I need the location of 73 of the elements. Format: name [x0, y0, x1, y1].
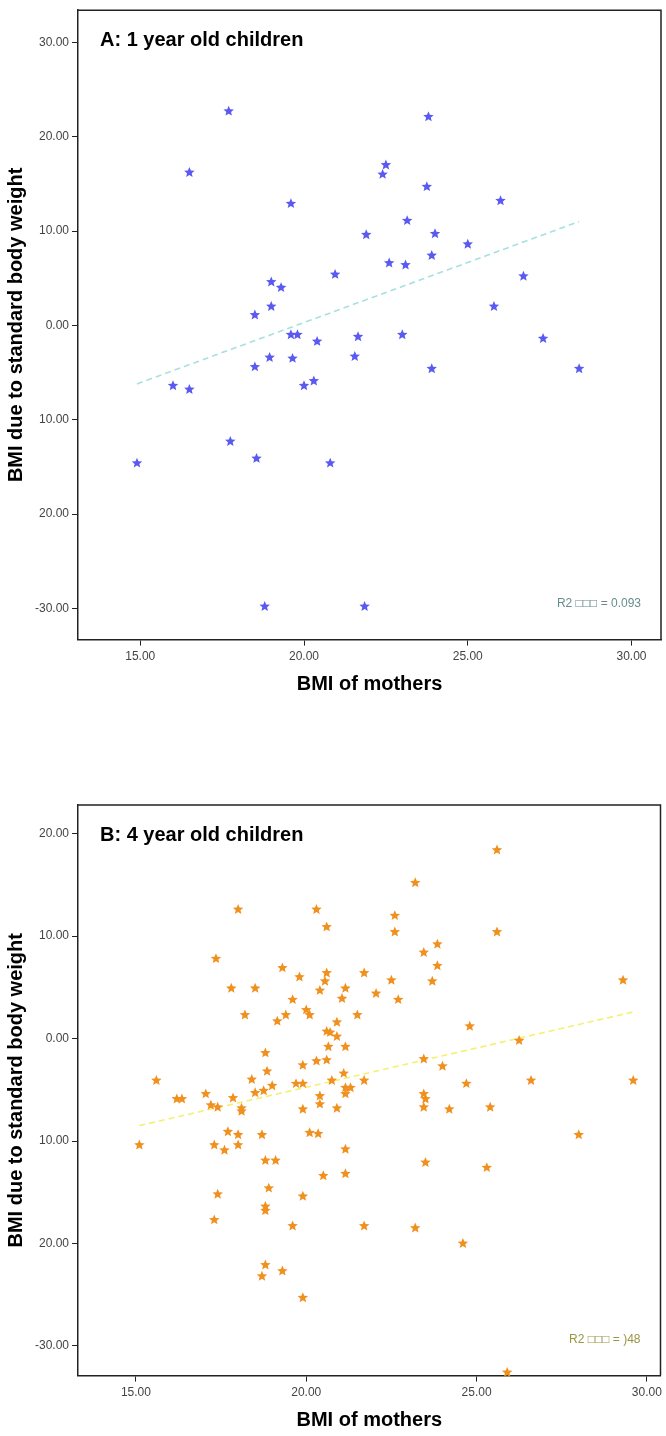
- point: [349, 351, 361, 361]
- point: [264, 351, 275, 362]
- x-tick-label: 25.00: [461, 1385, 492, 1400]
- y-tick-label: 0.00: [45, 317, 70, 332]
- x-tick-label: 20.00: [291, 1385, 322, 1400]
- x-tick-label: 15.00: [125, 649, 156, 664]
- point: [266, 276, 277, 287]
- y-tick-label: 20.00: [38, 1235, 70, 1250]
- point: [266, 301, 277, 311]
- point: [397, 329, 408, 340]
- point: [488, 301, 500, 311]
- point: [251, 452, 262, 463]
- annotation: R2 □□□ = 0.093: [556, 595, 642, 610]
- point: [400, 259, 411, 270]
- point: [184, 167, 195, 177]
- point: [311, 335, 323, 346]
- y-axis-title: BMI due to standard body weight: [3, 167, 26, 483]
- point: [421, 181, 433, 192]
- y-tick-label: 30.00: [38, 34, 70, 49]
- y-tick-label: 10.00: [38, 1133, 70, 1148]
- text: B: 4 year old children: [100, 822, 304, 845]
- point: [462, 238, 473, 249]
- point: [285, 198, 297, 209]
- annotation: R2 □□□ = )48: [569, 1331, 641, 1346]
- point: [184, 384, 195, 394]
- y-tick-label: 10.00: [38, 223, 70, 238]
- point: [275, 282, 287, 293]
- x-tick-label: 30.00: [631, 1385, 663, 1400]
- x-axis-title: BMI of mothers: [296, 671, 443, 694]
- x-axis-title: BMI of mothers: [296, 1407, 443, 1430]
- point: [352, 331, 364, 342]
- point: [383, 257, 395, 268]
- x-tick-label: 25.00: [452, 649, 484, 664]
- point: [225, 435, 236, 446]
- point: [495, 195, 506, 206]
- point: [573, 363, 585, 374]
- point: [249, 309, 261, 320]
- point: [308, 375, 320, 386]
- point: [259, 601, 270, 612]
- point: [324, 457, 336, 468]
- y-tick-label: 10.00: [38, 928, 70, 943]
- point: [361, 229, 372, 240]
- y-tick-label: 10.00: [38, 412, 70, 427]
- point: [429, 228, 441, 239]
- point: [426, 363, 437, 374]
- point: [401, 215, 413, 226]
- text: A: 1 year old children: [100, 27, 304, 50]
- point: [292, 329, 303, 340]
- point: [167, 380, 179, 391]
- point: [377, 168, 388, 179]
- y-tick-label: -30.00: [34, 1338, 70, 1353]
- y-tick-label: 0.00: [45, 1030, 70, 1045]
- x-tick-label: 15.00: [120, 1385, 152, 1400]
- point: [329, 268, 341, 279]
- point: [249, 361, 261, 372]
- y-tick-label: 20.00: [38, 826, 70, 840]
- point: [287, 352, 298, 363]
- point: [537, 333, 549, 344]
- point: [423, 111, 434, 122]
- point: [359, 601, 370, 612]
- point: [380, 159, 392, 170]
- point: [131, 457, 143, 468]
- y-tick-label: 20.00: [38, 506, 70, 521]
- y-tick-label: 20.00: [38, 128, 70, 143]
- point: [223, 105, 234, 116]
- point: [298, 380, 310, 391]
- y-tick-label: -30.00: [34, 600, 70, 615]
- x-tick-label: 30.00: [616, 649, 647, 664]
- point: [285, 329, 297, 340]
- x-tick-label: 20.00: [288, 649, 320, 664]
- point: [426, 250, 437, 260]
- point: [518, 270, 529, 281]
- y-axis-title: BMI due to standard body weight: [3, 932, 26, 1248]
